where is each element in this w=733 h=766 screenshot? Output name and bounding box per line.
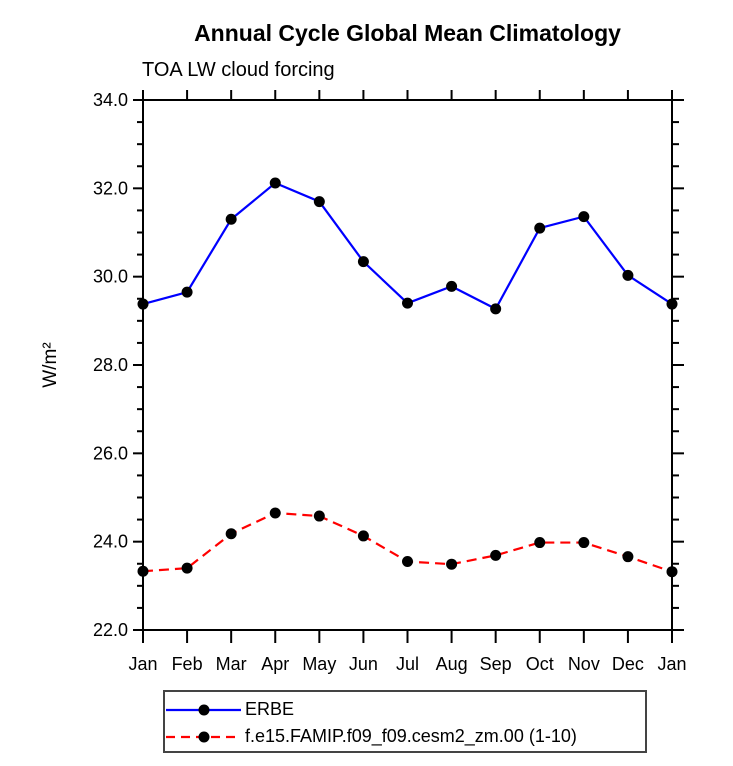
x-tick-label: Aug <box>436 654 468 674</box>
data-point <box>313 510 325 522</box>
data-point <box>402 297 413 309</box>
x-tick-label: Jan <box>128 654 157 674</box>
x-tick-label: Jan <box>657 654 686 674</box>
y-tick-label: 32.0 <box>93 178 128 198</box>
x-tick-label: Oct <box>526 654 554 674</box>
data-point <box>269 507 281 519</box>
plot-frame <box>142 99 673 631</box>
legend-line-sample <box>166 704 241 715</box>
legend-item-1: f.e15.FAMIP.f09_f09.cesm2_zm.00 (1-10) <box>165 723 645 750</box>
series-line-0 <box>142 181 673 311</box>
data-point <box>666 298 678 310</box>
chart-subtitle: TOA LW cloud forcing <box>142 59 335 81</box>
x-tick-label: Mar <box>216 654 247 674</box>
data-point <box>181 286 193 298</box>
data-point <box>578 211 590 223</box>
legend-label: f.e15.FAMIP.f09_f09.cesm2_zm.00 (1-10) <box>245 726 577 746</box>
data-point <box>225 213 237 225</box>
x-tick-label: May <box>302 654 336 674</box>
data-point <box>490 549 502 561</box>
y-axis-title: W/m² <box>40 342 61 387</box>
data-point <box>446 280 458 292</box>
data-point <box>269 177 281 189</box>
legend-marker-icon <box>198 731 210 742</box>
data-point <box>622 551 634 563</box>
legend-item-0: ERBE <box>165 696 645 723</box>
y-tick-label: 28.0 <box>93 355 128 375</box>
x-tick-label: Jul <box>396 654 419 674</box>
x-tick-label: Sep <box>480 654 512 674</box>
data-point <box>578 537 590 549</box>
y-tick-label: 26.0 <box>93 443 128 463</box>
data-point <box>137 565 149 577</box>
data-point <box>313 196 325 208</box>
data-point <box>137 298 149 310</box>
data-point <box>402 556 413 568</box>
y-tick-label: 34.0 <box>93 90 128 110</box>
x-tick-label: Nov <box>568 654 600 674</box>
x-tick-label: Feb <box>172 654 203 674</box>
x-tick-label: Apr <box>261 654 289 674</box>
legend: ERBE f.e15.FAMIP.f09_f09.cesm2_zm.00 (1-1… <box>163 690 647 753</box>
legend-marker-icon <box>198 704 210 715</box>
data-point <box>357 530 369 542</box>
data-point <box>666 566 678 578</box>
legend-label: ERBE <box>245 699 295 719</box>
data-point <box>446 558 458 570</box>
data-point <box>534 537 546 549</box>
data-point <box>225 528 237 540</box>
x-tick-label: Jun <box>349 654 378 674</box>
data-point <box>181 562 193 574</box>
data-point <box>357 256 369 268</box>
data-point <box>534 222 546 234</box>
y-tick-label: 24.0 <box>93 532 128 552</box>
y-tick-label: 30.0 <box>93 267 128 287</box>
chart-title: Annual Cycle Global Mean Climatology <box>194 20 621 46</box>
data-point <box>490 303 502 315</box>
legend-line-sample <box>166 731 241 742</box>
data-point <box>622 269 634 281</box>
y-tick-label: 22.0 <box>93 620 128 640</box>
x-tick-label: Dec <box>612 654 644 674</box>
